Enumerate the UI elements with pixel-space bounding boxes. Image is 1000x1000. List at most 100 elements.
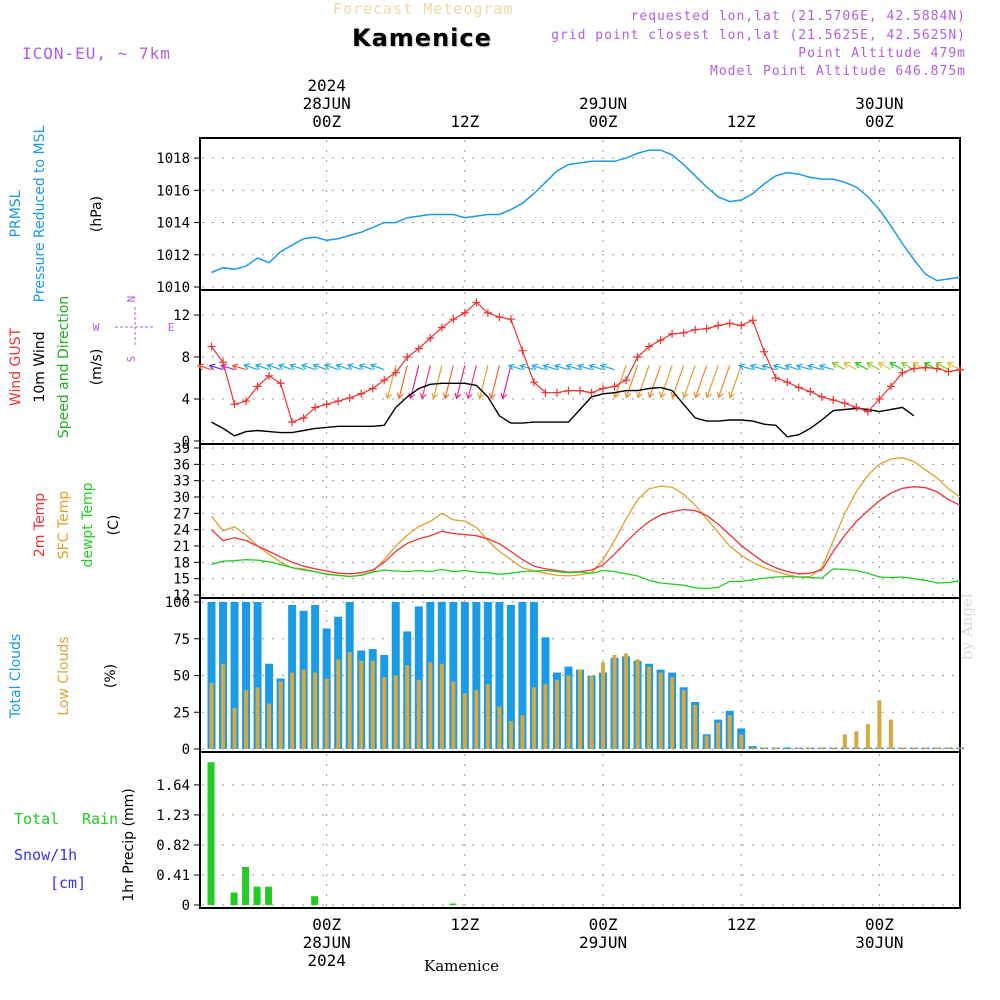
- wind-arrow: [278, 364, 293, 371]
- wind-arrow-head: [196, 363, 204, 371]
- low-cloud-bar: [681, 690, 686, 749]
- low-cloud-bar: [612, 654, 617, 749]
- low-cloud-bar: [370, 660, 375, 749]
- low-cloud-bar: [819, 747, 824, 749]
- point-altitude: Point Altitude 479m: [798, 46, 966, 61]
- total-cloud-bar: [495, 602, 504, 749]
- gust-marker: [691, 325, 700, 334]
- wind-arrow-head: [889, 362, 897, 369]
- rain-bar: [449, 903, 457, 905]
- wind-arrow: [398, 365, 408, 399]
- wind-arrow-head: [477, 392, 485, 400]
- gust-marker: [610, 382, 619, 391]
- model-altitude: Model Point Altitude 646.875m: [710, 64, 966, 79]
- low-cloud-bar: [854, 731, 859, 749]
- wind-arrow: [502, 365, 512, 399]
- rain-bar: [242, 866, 250, 905]
- gust-marker: [391, 368, 400, 377]
- gust-marker: [552, 388, 561, 397]
- wind-arrow: [290, 364, 304, 371]
- wind-arrow: [589, 365, 604, 371]
- gust-marker: [506, 315, 515, 324]
- low-cloud-bar: [244, 690, 249, 749]
- low-cloud-bar: [658, 672, 663, 749]
- wind-arrow: [660, 365, 673, 398]
- rain-bar: [253, 886, 261, 905]
- y-tick-label: 21: [173, 539, 190, 555]
- low-cloud-bar: [531, 687, 536, 749]
- y-tick-label: 24: [173, 523, 190, 539]
- side-label-prmsl-desc: Pressure Reduced to MSL: [32, 125, 48, 302]
- gust-marker: [656, 336, 665, 345]
- wind-arrow: [866, 362, 880, 371]
- time-label-bottom: 2024: [307, 951, 346, 970]
- wind-arrow-head: [795, 363, 803, 371]
- footer-location: Kamenice: [424, 957, 499, 975]
- time-label-bottom: 00Z: [312, 915, 341, 934]
- panel-frame-precip: [199, 751, 961, 909]
- side-label-snow-unit: [cm]: [50, 874, 86, 892]
- total-cloud-bar: [207, 602, 216, 749]
- y-tick-label: 25: [173, 705, 190, 721]
- gust-marker: [495, 313, 504, 322]
- gust-marker: [230, 400, 239, 409]
- wind-arrow: [324, 364, 339, 371]
- gust-marker: [322, 400, 331, 409]
- wind-arrow: [267, 364, 281, 371]
- series-prmsl: [211, 149, 961, 282]
- wind-arrow-head: [565, 363, 573, 371]
- gust-marker: [518, 346, 527, 355]
- low-cloud-bar: [232, 707, 237, 749]
- wind-arrow-head: [659, 391, 666, 399]
- y-tick-label: 18: [173, 555, 190, 571]
- total-cloud-bar: [483, 602, 492, 749]
- gust-marker: [472, 298, 481, 307]
- time-label-top: 12Z: [727, 112, 756, 131]
- total-cloud-bar: [518, 602, 527, 749]
- wind-arrow: [347, 364, 362, 371]
- wind-arrow-head: [419, 392, 427, 400]
- low-cloud-bar: [313, 672, 318, 749]
- wind-arrow-head: [385, 392, 393, 400]
- y-tick-label: 12: [173, 308, 190, 324]
- gust-marker: [748, 316, 757, 325]
- gust-marker: [265, 371, 274, 380]
- wind-arrow: [683, 365, 696, 398]
- low-cloud-bar: [497, 706, 502, 749]
- y-tick-label: 30: [173, 490, 190, 506]
- gust-marker: [921, 363, 930, 372]
- wind-arrow: [637, 365, 650, 398]
- wind-arrow-head: [588, 363, 596, 371]
- wind-arrow-head: [866, 362, 873, 369]
- precip-bars: [207, 762, 457, 905]
- wind-arrow: [566, 365, 581, 371]
- wind-arrow-head: [231, 363, 239, 371]
- low-cloud-bar: [796, 747, 801, 749]
- gust-marker: [863, 407, 872, 416]
- wind-arrow-head: [530, 363, 538, 371]
- wind-arrow: [577, 365, 592, 371]
- gust-marker: [253, 382, 262, 391]
- wind-arrow-head: [220, 363, 227, 371]
- wind-arrow-head: [346, 363, 354, 370]
- wind-arrow-head: [613, 391, 620, 399]
- wind-arrow: [762, 365, 776, 371]
- time-label-bottom: 00Z: [865, 915, 894, 934]
- gust-marker: [760, 347, 769, 356]
- wind-arrow-head: [749, 363, 757, 371]
- low-cloud-bar: [704, 735, 709, 749]
- wind-arrow-head: [784, 363, 792, 371]
- wind-arrow-head: [854, 362, 862, 369]
- total-cloud-bar: [472, 602, 481, 749]
- wind-arrow-head: [923, 362, 931, 369]
- rain-bar: [207, 762, 215, 905]
- wind-arrow: [773, 365, 788, 371]
- wind-arrow: [843, 362, 857, 371]
- gust-marker: [299, 413, 308, 422]
- gust-markers: [207, 298, 964, 427]
- side-label-snow: Snow/1h: [14, 846, 77, 864]
- gust-marker: [622, 376, 631, 385]
- wind-arrow: [370, 364, 385, 371]
- wind-arrow-head: [553, 363, 561, 371]
- gust-marker: [426, 334, 435, 343]
